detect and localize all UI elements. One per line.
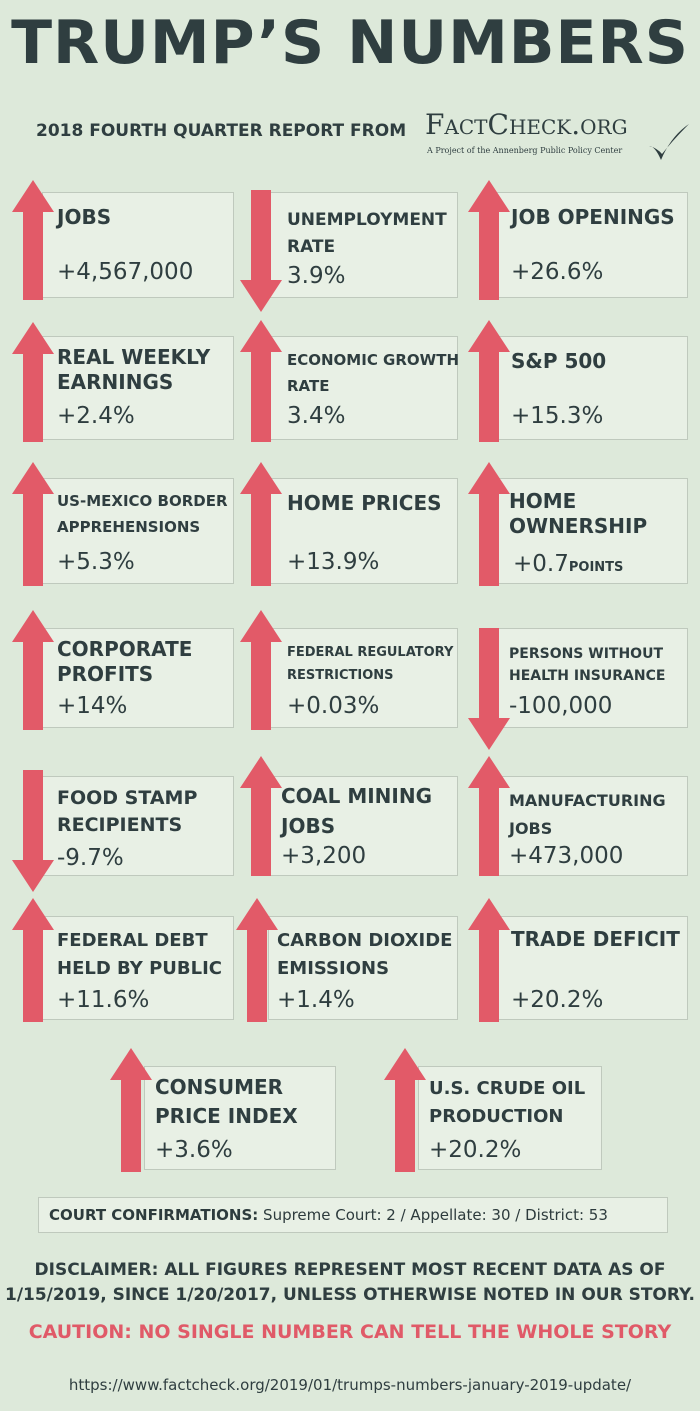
court-label: COURT CONFIRMATIONS: xyxy=(49,1206,259,1224)
factcheck-logo[interactable]: FactCheck.org A Project of the Annenberg… xyxy=(425,108,690,168)
metric-label: FEDERAL DEBT HELD BY PUBLIC xyxy=(57,930,222,979)
metric-card-consumer-price-index: CONSUMER PRICE INDEX +3.6% xyxy=(144,1066,336,1170)
up-arrow-icon xyxy=(468,320,510,442)
up-arrow-icon xyxy=(240,320,282,442)
metric-value: +2.4% xyxy=(57,403,135,429)
metric-label: TRADE DEFICIT xyxy=(511,927,680,951)
up-arrow-icon xyxy=(12,180,54,300)
up-arrow-icon xyxy=(12,898,54,1022)
metric-label: FEDERAL REGULATORY RESTRICTIONS xyxy=(287,645,454,684)
metric-label: S&P 500 xyxy=(511,349,607,373)
metric-value: +15.3% xyxy=(511,403,604,429)
disclaimer-line-1: DISCLAIMER: ALL FIGURES REPRESENT MOST R… xyxy=(34,1260,666,1280)
metric-label: PERSONS WITHOUT HEALTH INSURANCE xyxy=(509,646,666,685)
metric-card-sp-500: S&P 500 +15.3% xyxy=(492,336,688,440)
checkmark-icon xyxy=(649,124,689,160)
metric-value: 3.4% xyxy=(287,403,346,429)
report-subtitle: 2018 FOURTH QUARTER REPORT FROM xyxy=(36,121,407,141)
metric-label: COAL MINING JOBS xyxy=(281,784,433,838)
metric-label: JOB OPENINGS xyxy=(511,205,675,229)
metric-value: +3,200 xyxy=(281,843,367,869)
metric-value: +473,000 xyxy=(509,843,624,869)
metric-label: UNEMPLOYMENT RATE xyxy=(287,210,447,258)
metric-value: +3.6% xyxy=(155,1137,233,1163)
logo-text: FactCheck.org xyxy=(425,108,628,141)
metric-card-manufacturing-jobs: MANUFACTURING JOBS +473,000 xyxy=(492,776,688,876)
metric-card-food-stamp-recipients: FOOD STAMP RECIPIENTS -9.7% xyxy=(42,776,234,876)
down-arrow-icon xyxy=(240,190,282,312)
metric-label: CORPORATE PROFITS xyxy=(57,637,193,686)
metric-label: REAL WEEKLY EARNINGS xyxy=(57,345,211,394)
source-url-link[interactable]: https://www.factcheck.org/2019/01/trumps… xyxy=(68,1376,632,1394)
metric-card-federal-regulatory-restrictions: FEDERAL REGULATORY RESTRICTIONS +0.03% xyxy=(268,628,458,728)
metric-label: ECONOMIC GROWTH RATE xyxy=(287,351,459,396)
up-arrow-icon xyxy=(468,462,510,586)
metric-value: -100,000 xyxy=(509,693,613,719)
metric-card-trade-deficit: TRADE DEFICIT +20.2% xyxy=(492,916,688,1020)
metric-label: JOBS xyxy=(57,205,112,229)
metric-card-carbon-dioxide-emissions: CARBON DIOXIDE EMISSIONS +1.4% xyxy=(268,916,458,1020)
metric-value: +26.6% xyxy=(511,259,604,285)
metric-value: +0.03% xyxy=(287,693,380,719)
metric-value: +1.4% xyxy=(277,987,355,1013)
metric-card-economic-growth-rate: ECONOMIC GROWTH RATE 3.4% xyxy=(268,336,459,440)
metric-label: CARBON DIOXIDE EMISSIONS xyxy=(277,930,453,979)
up-arrow-icon xyxy=(468,180,510,300)
disclaimer-line-2: 1/15/2019, SINCE 1/20/2017, UNLESS OTHER… xyxy=(4,1285,695,1305)
up-arrow-icon xyxy=(12,610,54,730)
up-arrow-icon xyxy=(240,610,282,730)
up-arrow-icon xyxy=(468,756,510,876)
down-arrow-icon xyxy=(468,628,510,750)
caution-text: CAUTION: NO SINGLE NUMBER CAN TELL THE W… xyxy=(28,1321,672,1343)
metric-card-job-openings: JOB OPENINGS +26.6% xyxy=(492,192,688,298)
metric-label: CONSUMER PRICE INDEX xyxy=(155,1075,298,1128)
metric-card-crude-oil-production: U.S. CRUDE OIL PRODUCTION +20.2% xyxy=(418,1066,602,1170)
metric-value: +11.6% xyxy=(57,987,150,1013)
court-text: Supreme Court: 2 / Appellate: 30 / Distr… xyxy=(263,1206,608,1224)
metric-card-home-ownership: HOME OWNERSHIP +0.7POINTS xyxy=(492,478,688,584)
metric-label: FOOD STAMP RECIPIENTS xyxy=(57,787,198,836)
metric-card-home-prices: HOME PRICES +13.9% xyxy=(268,478,458,584)
metric-value: +0.7POINTS xyxy=(513,551,624,577)
metric-label: MANUFACTURING JOBS xyxy=(509,791,666,838)
metric-card-federal-debt: FEDERAL DEBT HELD BY PUBLIC +11.6% xyxy=(42,916,234,1020)
down-arrow-icon xyxy=(12,770,54,892)
up-arrow-icon xyxy=(384,1048,426,1172)
metric-value: 3.9% xyxy=(287,263,346,289)
metric-card-persons-without-health-insurance: PERSONS WITHOUT HEALTH INSURANCE -100,00… xyxy=(492,628,688,728)
metric-card-border-apprehensions: US-MEXICO BORDER APPREHENSIONS +5.3% xyxy=(42,478,234,584)
metric-card-corporate-profits: CORPORATE PROFITS +14% xyxy=(42,628,234,728)
up-arrow-icon xyxy=(12,322,54,442)
court-confirmations: COURT CONFIRMATIONS: Supreme Court: 2 / … xyxy=(38,1197,668,1233)
metric-value: +20.2% xyxy=(429,1137,522,1163)
metric-value: -9.7% xyxy=(57,845,124,871)
up-arrow-icon xyxy=(240,756,282,876)
metric-label: HOME OWNERSHIP xyxy=(509,489,648,538)
metric-card-coal-mining-jobs: COAL MINING JOBS +3,200 xyxy=(268,776,458,876)
metric-card-jobs: JOBS +4,567,000 xyxy=(42,192,234,298)
metric-card-unemployment-rate: UNEMPLOYMENT RATE 3.9% xyxy=(268,192,458,298)
metric-value: +14% xyxy=(57,693,128,719)
up-arrow-icon xyxy=(240,462,282,586)
metric-label: HOME PRICES xyxy=(287,491,442,515)
metric-value: +20.2% xyxy=(511,987,604,1013)
metric-value: +4,567,000 xyxy=(57,259,194,285)
metric-value: +13.9% xyxy=(287,549,380,575)
up-arrow-icon xyxy=(236,898,278,1022)
page-title: TRUMP’S NUMBERS xyxy=(11,8,689,78)
metric-label: U.S. CRUDE OIL PRODUCTION xyxy=(429,1078,586,1127)
up-arrow-icon xyxy=(12,462,54,586)
up-arrow-icon xyxy=(468,898,510,1022)
metric-card-real-weekly-earnings: REAL WEEKLY EARNINGS +2.4% xyxy=(42,336,234,440)
logo-tagline: A Project of the Annenberg Public Policy… xyxy=(427,146,623,155)
up-arrow-icon xyxy=(110,1048,152,1172)
metric-value: +5.3% xyxy=(57,549,135,575)
metric-label: US-MEXICO BORDER APPREHENSIONS xyxy=(57,492,228,536)
